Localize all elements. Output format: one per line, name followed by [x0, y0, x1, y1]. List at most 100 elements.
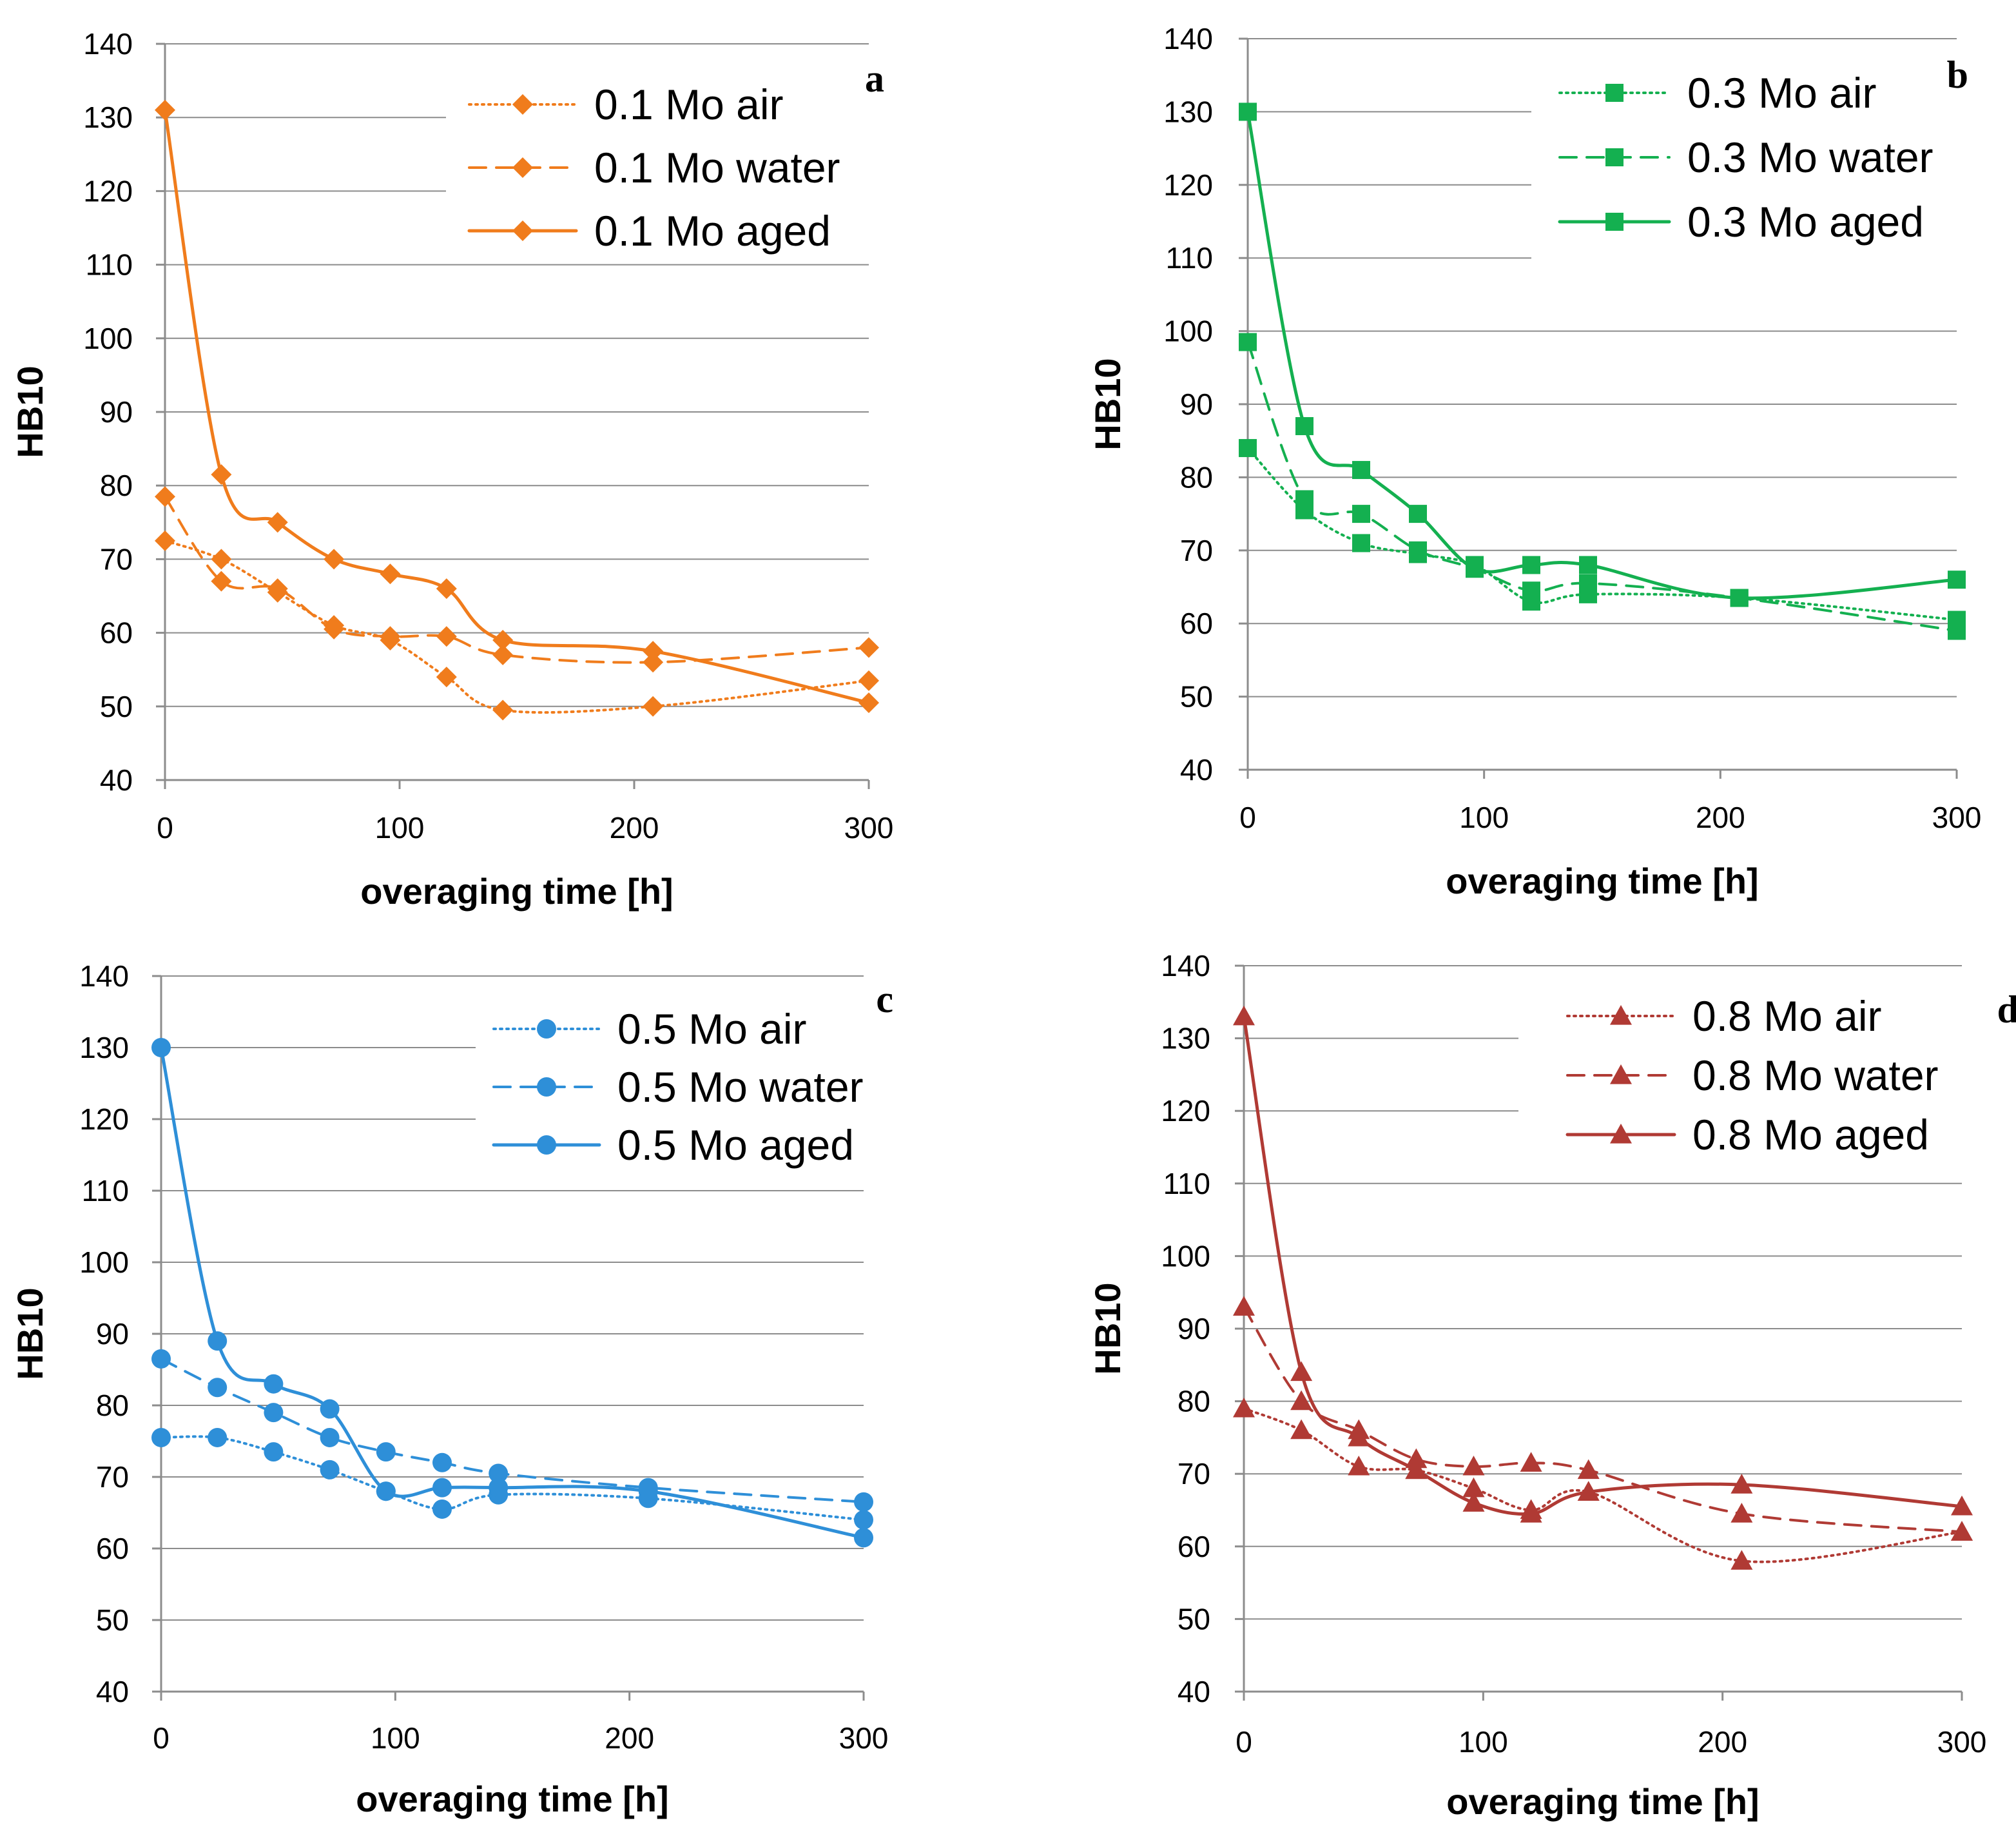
data-point [1522, 581, 1540, 600]
legend-entry: 0.5 Mo aged [492, 1121, 854, 1169]
panel-letter: a [865, 57, 884, 100]
data-point [1290, 1419, 1313, 1440]
data-point [436, 626, 457, 647]
data-point [1466, 560, 1484, 578]
legend-marker [1605, 148, 1623, 166]
series-solid [155, 99, 879, 714]
data-point [1233, 1296, 1255, 1316]
data-point [858, 692, 879, 714]
x-axis-title: overaging time [h] [360, 871, 673, 912]
data-point [1520, 1452, 1542, 1472]
data-point [492, 630, 514, 651]
series-dotted [151, 1427, 873, 1530]
legend-label: 0.1 Mo aged [594, 207, 831, 255]
legend-marker [1610, 1005, 1632, 1025]
data-point [1577, 1481, 1600, 1501]
y-tick-label: 60 [1178, 1530, 1210, 1563]
series-line [164, 539, 870, 714]
legend-marker [537, 1019, 556, 1039]
y-tick-label: 120 [79, 1102, 129, 1136]
y-tick-label: 70 [100, 542, 133, 576]
data-point [1409, 505, 1427, 523]
y-tick-label: 130 [83, 101, 133, 134]
data-point [380, 626, 401, 647]
data-point [324, 549, 345, 570]
data-point [492, 644, 514, 665]
data-point [267, 512, 288, 533]
y-tick-label: 40 [1180, 753, 1213, 786]
data-point [155, 99, 175, 121]
legend-background [1518, 968, 1963, 1172]
data-point [1233, 1005, 1255, 1026]
y-tick-label: 110 [86, 248, 133, 282]
data-point [320, 1460, 340, 1480]
data-point [1295, 490, 1313, 509]
data-point [1520, 1503, 1542, 1523]
y-tick-label: 60 [96, 1532, 129, 1565]
y-tick-label: 120 [1161, 1094, 1210, 1128]
x-tick-label: 300 [1937, 1725, 1987, 1759]
data-point [1239, 439, 1257, 458]
data-point [1405, 1459, 1428, 1480]
series-solid [1239, 103, 1966, 607]
x-tick-label: 200 [610, 811, 659, 845]
data-point [151, 1038, 171, 1057]
y-tick-label: 80 [1180, 460, 1213, 494]
y-tick-label: 100 [1163, 315, 1213, 348]
data-point [1951, 1521, 1973, 1541]
y-tick-label: 130 [1161, 1022, 1210, 1055]
legend-label: 0.3 Mo air [1687, 69, 1876, 117]
data-point [858, 637, 879, 658]
data-point [432, 1499, 452, 1519]
y-tick-label: 140 [1163, 22, 1213, 55]
data-point [1352, 461, 1370, 480]
series-line [1246, 340, 1958, 632]
data-point [1730, 1503, 1753, 1523]
data-point [211, 571, 232, 592]
legend-label: 0.1 Mo water [594, 144, 840, 191]
x-tick-label: 0 [1239, 801, 1256, 834]
legend-marker [512, 94, 533, 115]
data-point [1352, 534, 1370, 552]
x-tick-label: 300 [844, 811, 894, 845]
chart-d: 40 50 60 70 80 90 100 110 120 130 140 0 100 200 300 ove… [1087, 949, 2016, 1822]
data-point [376, 1442, 396, 1462]
y-tick-label: 70 [1180, 534, 1213, 567]
data-point [151, 1349, 171, 1369]
data-point [643, 652, 664, 673]
legend-marker [512, 157, 533, 178]
data-point [1579, 556, 1597, 574]
data-point [380, 563, 401, 585]
series-dotted [1239, 439, 1966, 629]
data-point [1522, 556, 1540, 574]
legend-marker [512, 220, 533, 241]
legend-label: 0.5 Mo air [617, 1005, 806, 1053]
legend-entry: 0.8 Mo water [1566, 1051, 1939, 1099]
y-tick-label: 50 [1180, 680, 1213, 714]
legend-entry: 0.8 Mo aged [1565, 1111, 1929, 1158]
y-axis-title: HB10 [1087, 1282, 1128, 1374]
y-tick-label: 120 [83, 174, 133, 208]
x-tick-label: 100 [375, 811, 425, 845]
y-tick-label: 90 [1178, 1312, 1210, 1345]
data-point [1730, 589, 1749, 607]
series-dashed [155, 486, 879, 673]
x-tick-label: 200 [1698, 1725, 1747, 1759]
data-point [320, 1427, 340, 1447]
data-point [643, 696, 664, 717]
data-point [1239, 103, 1257, 121]
x-axis-title: overaging time [h] [1446, 1781, 1759, 1822]
data-point [854, 1492, 873, 1512]
x-tick-label: 200 [1696, 801, 1745, 834]
y-tick-label: 140 [79, 959, 129, 993]
data-point [1948, 571, 1966, 589]
data-point [1295, 417, 1313, 436]
data-point [155, 530, 175, 551]
legend-label: 0.5 Mo aged [617, 1121, 854, 1169]
data-point [320, 1399, 340, 1419]
y-tick-label: 100 [83, 322, 133, 355]
legend-marker [1605, 84, 1623, 102]
legend-marker [1605, 213, 1623, 231]
x-tick-label: 300 [839, 1721, 889, 1755]
